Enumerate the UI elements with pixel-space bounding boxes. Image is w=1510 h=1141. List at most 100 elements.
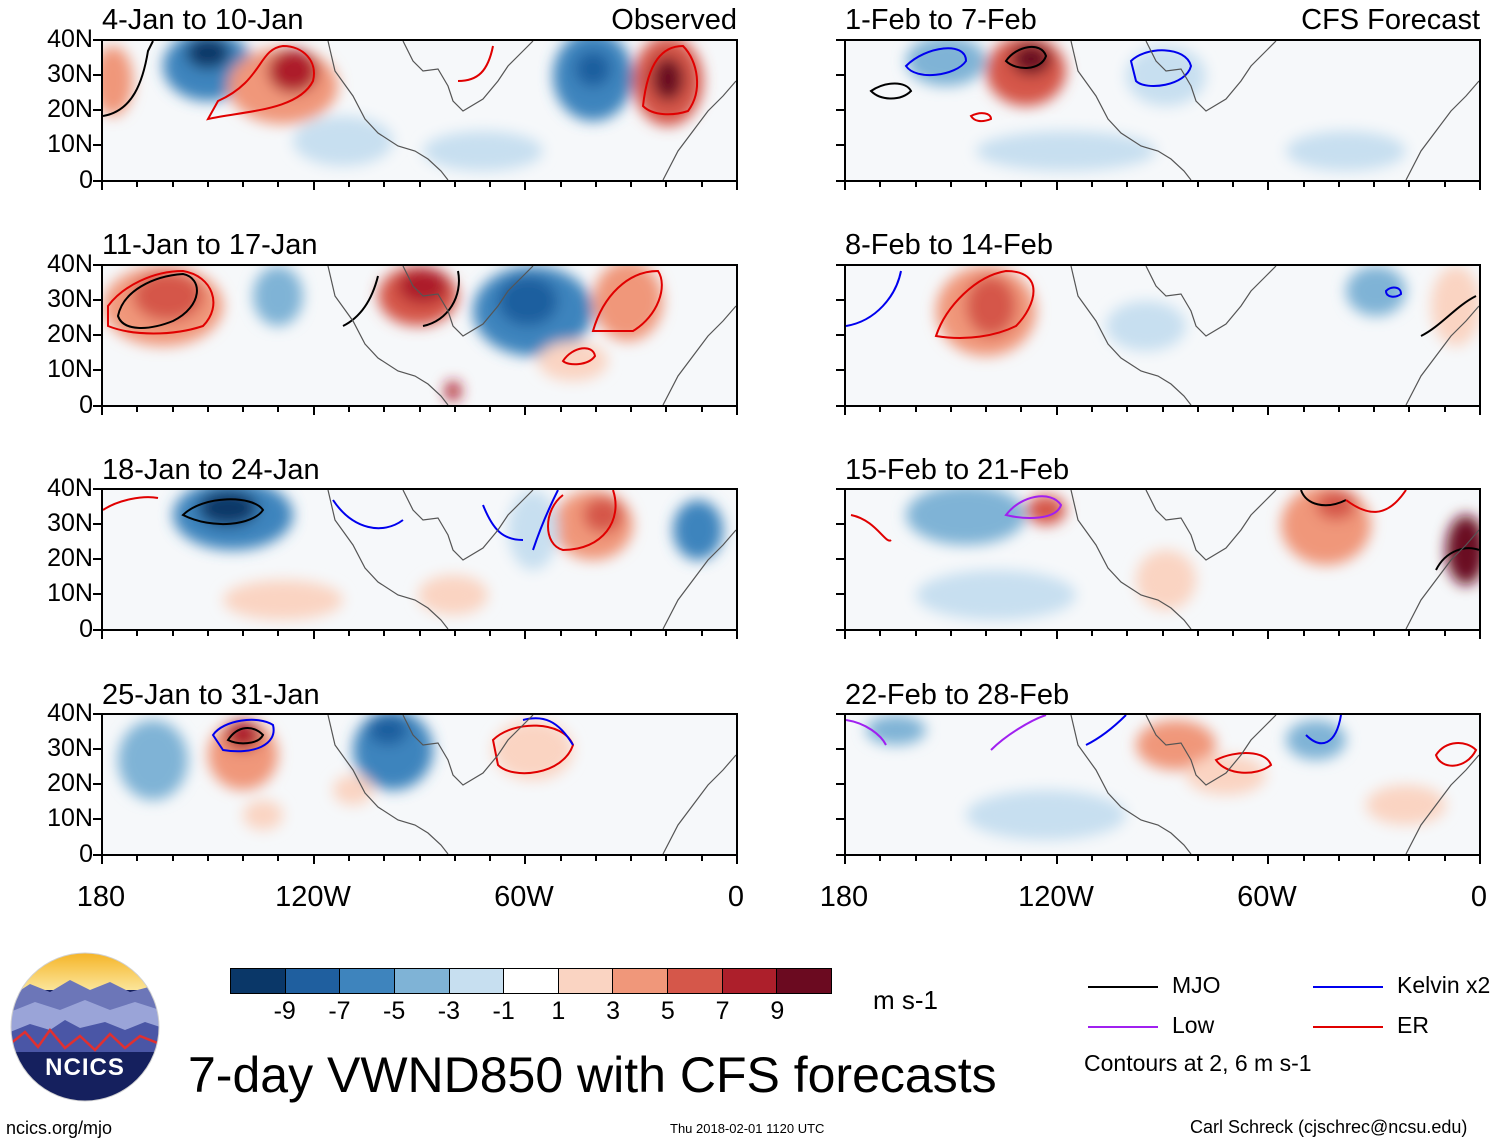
credit: Carl Schreck (cjschrec@ncsu.edu): [1190, 1117, 1468, 1137]
lon-tick: [348, 182, 350, 187]
lon-tick: [879, 407, 881, 412]
lat-tick: [836, 144, 844, 146]
contour-note: Contours at 2, 6 m s-1: [1084, 1050, 1312, 1076]
panel-title-left-3: 18-Jan to 24-Jan: [102, 454, 320, 486]
lon-tick: [383, 856, 385, 861]
legend-label-er: ER: [1397, 1012, 1429, 1038]
lon-tick: [915, 407, 917, 412]
colorbar-swatch: [340, 969, 395, 993]
lat-label: 0: [79, 391, 93, 419]
lat-label: 0: [79, 840, 93, 868]
lon-tick: [915, 856, 917, 861]
lon-tick: [277, 856, 279, 861]
lon-tick: [1020, 631, 1022, 636]
colorbar-swatch: [394, 969, 450, 993]
lon-tick: [736, 856, 738, 864]
colorbar-swatch: [558, 969, 614, 993]
timestamp: Thu 2018-02-01 1120 UTC: [670, 1121, 825, 1136]
lon-tick: [277, 631, 279, 636]
map-panel-left-4: [101, 713, 738, 856]
lat-tick: [836, 299, 844, 301]
lon-tick: [1444, 407, 1446, 412]
ncics-logo: NCICS: [10, 952, 160, 1102]
lon-tick: [454, 856, 456, 861]
lon-tick: [630, 407, 632, 412]
lat-tick: [836, 783, 844, 785]
lon-tick: [1232, 856, 1234, 861]
lon-tick: [701, 182, 703, 187]
lon-tick: [136, 182, 138, 187]
lon-tick: [348, 407, 350, 412]
lon-tick: [915, 631, 917, 636]
lat-tick: [93, 854, 101, 856]
lon-tick: [560, 407, 562, 412]
lat-tick: [836, 854, 844, 856]
lon-tick: [1338, 856, 1340, 861]
lon-tick: [844, 182, 846, 190]
colorbar-label: -3: [437, 997, 461, 1025]
legend-label-mjo: MJO: [1172, 972, 1221, 998]
lon-tick: [985, 631, 987, 636]
lon-label: 180: [819, 881, 869, 913]
lon-tick: [1162, 631, 1164, 636]
lat-tick: [93, 818, 101, 820]
lon-tick: [207, 631, 209, 636]
colorbar-label: 5: [660, 997, 675, 1025]
colorbar-swatch: [285, 969, 341, 993]
lon-tick: [1408, 631, 1410, 636]
lon-label: 180: [76, 881, 126, 913]
lon-tick: [595, 182, 597, 187]
lat-label: 40N: [47, 699, 93, 727]
lon-tick: [701, 407, 703, 412]
colorbar: [230, 968, 832, 994]
lat-tick: [93, 629, 101, 631]
lat-tick: [836, 488, 844, 490]
lon-tick: [1303, 631, 1305, 636]
lon-tick: [1232, 631, 1234, 636]
lat-tick: [93, 74, 101, 76]
lon-tick: [1091, 856, 1093, 861]
lat-label: 20N: [47, 769, 93, 797]
lon-tick: [101, 407, 103, 415]
panel-label-cfs-forecast: CFS Forecast: [1301, 4, 1480, 36]
colorbar-label: -9: [273, 997, 296, 1025]
lon-tick: [736, 631, 738, 639]
lon-tick: [489, 631, 491, 636]
lon-label: 120W: [1018, 881, 1094, 913]
lon-tick: [560, 182, 562, 187]
panel-title-right-2: 8-Feb to 14-Feb: [845, 229, 1053, 261]
lon-tick: [383, 182, 385, 187]
lat-tick: [836, 523, 844, 525]
lat-label: 10N: [47, 130, 93, 158]
lon-tick: [172, 182, 174, 187]
lon-label: 120W: [275, 881, 351, 913]
lat-label: 10N: [47, 355, 93, 383]
map-panel-right-1: [844, 39, 1481, 182]
lon-tick: [277, 407, 279, 412]
lon-tick: [1091, 631, 1093, 636]
lat-tick: [836, 713, 844, 715]
lat-label: 10N: [47, 579, 93, 607]
lat-tick: [93, 783, 101, 785]
panel-title-right-1: 1-Feb to 7-Feb: [845, 4, 1037, 36]
map-panel-left-3: [101, 488, 738, 631]
lon-tick: [1197, 407, 1199, 412]
map-panel-right-2: [844, 264, 1481, 407]
logo-text: NCICS: [45, 1054, 125, 1081]
lat-tick: [836, 369, 844, 371]
lon-tick: [736, 407, 738, 415]
lat-tick: [93, 558, 101, 560]
lon-tick: [1303, 182, 1305, 187]
lon-tick: [665, 407, 667, 412]
lat-label: 10N: [47, 804, 93, 832]
lon-tick: [242, 631, 244, 636]
colorbar-label: -5: [383, 997, 406, 1025]
lon-tick: [879, 856, 881, 861]
lon-label: 60W: [1237, 881, 1297, 913]
lon-tick: [1232, 407, 1234, 412]
site-link[interactable]: ncics.org/mjo: [6, 1118, 113, 1138]
lon-tick: [1373, 631, 1375, 636]
lon-label: 0: [727, 881, 745, 913]
lon-tick: [313, 407, 315, 415]
lon-tick: [1020, 182, 1022, 187]
